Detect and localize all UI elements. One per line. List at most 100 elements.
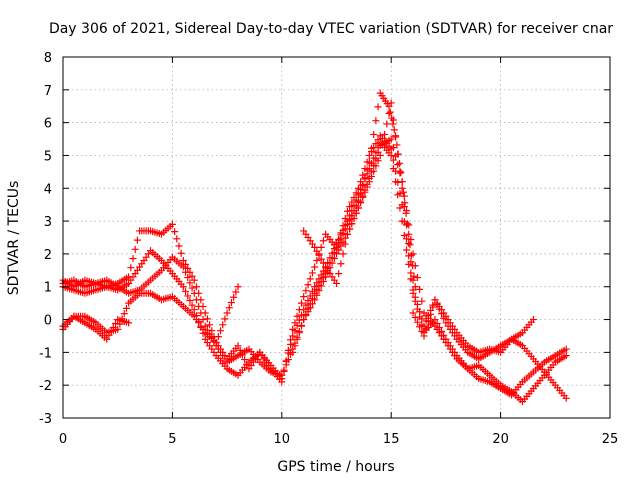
data-point — [188, 272, 196, 280]
data-point — [387, 135, 395, 143]
data-point — [291, 342, 299, 350]
data-point — [212, 339, 220, 347]
x-tick-label: 25 — [602, 432, 619, 447]
x-tick-label: 0 — [59, 432, 67, 447]
data-point — [337, 260, 345, 268]
data-point — [302, 301, 310, 309]
data-point — [105, 331, 113, 339]
data-point — [348, 198, 356, 206]
data-point — [291, 319, 299, 327]
data-point — [302, 287, 310, 295]
data-point — [319, 274, 327, 282]
data-point — [368, 144, 376, 152]
data-point — [219, 321, 227, 329]
data-point — [396, 190, 404, 198]
data-point — [346, 203, 354, 211]
data-point — [297, 299, 305, 307]
data-point — [190, 306, 198, 314]
data-point — [365, 158, 373, 166]
data-point — [173, 235, 181, 243]
data-point — [287, 336, 295, 344]
data-point — [120, 310, 128, 318]
data-point — [188, 301, 196, 309]
data-point — [370, 167, 378, 175]
data-point — [429, 303, 437, 311]
data-point — [184, 274, 192, 282]
data-point — [363, 166, 371, 174]
data-point — [407, 235, 415, 243]
data-point — [243, 360, 251, 368]
data-point — [413, 318, 421, 326]
data-point — [177, 249, 185, 257]
data-point — [227, 298, 235, 306]
data-point — [378, 141, 386, 149]
data-point — [398, 178, 406, 186]
data-point — [297, 322, 305, 330]
data-point — [374, 103, 382, 111]
data-point — [280, 366, 288, 374]
data-point — [195, 302, 203, 310]
axis-ticks — [62, 56, 611, 419]
data-point — [127, 264, 135, 272]
data-point — [389, 116, 397, 124]
data-point — [372, 117, 380, 125]
data-point — [352, 189, 360, 197]
data-point — [372, 140, 380, 148]
data-point — [289, 332, 297, 340]
data-point — [416, 308, 424, 316]
data-point — [339, 230, 347, 238]
data-point — [416, 323, 424, 331]
y-tick-label: -2 — [39, 379, 52, 394]
x-tick-label: 5 — [168, 432, 176, 447]
tick-labels: 0 5 10 15 20 25 -3 -2 -1 0 1 2 3 4 5 6 7 8 — [39, 51, 618, 447]
data-point — [234, 342, 242, 350]
data-point — [206, 321, 214, 329]
data-point — [335, 239, 343, 247]
data-point — [232, 288, 240, 296]
data-point — [350, 193, 358, 201]
data-point — [306, 300, 314, 308]
data-point — [317, 243, 325, 251]
data-point — [409, 309, 417, 317]
data-point — [302, 310, 310, 318]
data-point — [431, 316, 439, 324]
data-point — [387, 151, 395, 159]
data-point — [368, 172, 376, 180]
y-tick-label: 2 — [44, 248, 52, 263]
data-point — [386, 108, 394, 116]
data-point — [125, 319, 133, 327]
data-point — [129, 255, 137, 263]
data-point — [221, 315, 229, 323]
data-point — [413, 300, 421, 308]
y-tick-label: -3 — [39, 412, 52, 427]
data-point — [278, 378, 286, 386]
data-point — [125, 273, 133, 281]
data-point — [394, 150, 402, 158]
y-tick-label: 7 — [44, 84, 52, 99]
data-point — [359, 193, 367, 201]
data-point — [396, 159, 404, 167]
data-point — [403, 235, 411, 243]
data-point — [214, 333, 222, 341]
data-point — [529, 316, 537, 324]
x-tick-label: 15 — [383, 432, 400, 447]
data-point — [361, 174, 369, 182]
data-point — [397, 169, 405, 177]
data-point — [420, 332, 428, 340]
y-tick-label: 0 — [44, 314, 52, 329]
data-point — [293, 312, 301, 320]
data-point — [389, 156, 397, 164]
data-point — [394, 161, 402, 169]
data-point — [297, 311, 305, 319]
data-point — [131, 245, 139, 253]
data-point — [418, 297, 426, 305]
data-point — [114, 325, 122, 333]
data-point — [399, 188, 407, 196]
data-series — [59, 89, 570, 406]
data-point — [190, 276, 198, 284]
data-point — [374, 157, 382, 165]
data-point — [306, 275, 314, 283]
data-point — [376, 151, 384, 159]
data-point — [359, 182, 367, 190]
data-point — [328, 254, 336, 262]
